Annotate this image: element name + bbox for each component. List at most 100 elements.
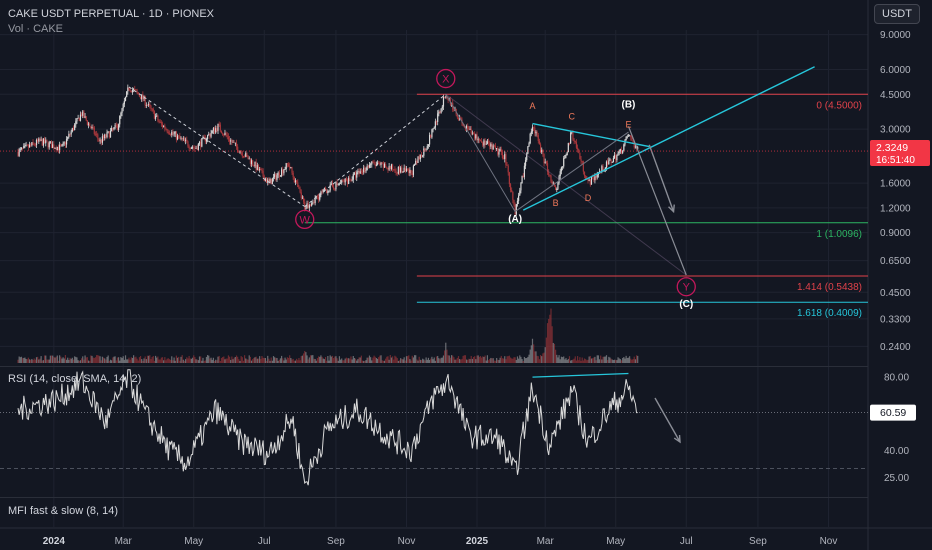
volume-bar <box>322 358 324 363</box>
candle-body <box>368 164 371 168</box>
candle-body <box>507 165 509 173</box>
volume-bar <box>50 355 53 363</box>
candle-body <box>227 136 230 140</box>
volume-bar <box>605 355 608 363</box>
candle-body <box>183 138 186 141</box>
candle-body <box>106 132 108 138</box>
volume-bar <box>515 359 517 363</box>
volume-bar <box>157 356 159 363</box>
volume-bar <box>233 357 235 363</box>
candle-body <box>526 153 528 161</box>
volume-bar <box>25 358 27 363</box>
volume-bar <box>446 349 448 363</box>
candle-body <box>298 187 300 189</box>
volume-bar <box>301 355 304 363</box>
candle-body <box>403 167 405 172</box>
volume-bar <box>299 360 301 363</box>
candle-body <box>195 147 197 149</box>
volume-bar <box>397 360 399 363</box>
volume-bar <box>129 359 131 363</box>
candle-body <box>557 182 559 189</box>
volume-bar <box>631 359 633 363</box>
currency-button[interactable]: USDT <box>874 4 920 24</box>
candle-body <box>260 169 262 171</box>
pane-separator-rsi[interactable] <box>0 366 868 367</box>
volume-bar <box>268 358 270 363</box>
candle-body <box>352 174 354 180</box>
volume-bar <box>224 359 226 363</box>
volume-bar <box>166 358 168 363</box>
volume-bar <box>380 355 382 363</box>
volume-bar <box>513 357 515 363</box>
volume-bar <box>516 356 519 363</box>
candle-body <box>193 147 195 149</box>
volume-bar <box>535 351 537 363</box>
candle-body <box>428 135 431 145</box>
candle-body <box>249 158 251 164</box>
volume-bar <box>277 360 279 363</box>
candle-body <box>356 172 358 178</box>
candle-body <box>410 170 412 174</box>
candle-body <box>370 164 372 166</box>
candle-body <box>536 131 538 136</box>
volume-bar <box>43 355 46 363</box>
candle-body <box>580 159 582 162</box>
price-tick-label: 1.2000 <box>880 203 911 214</box>
candle-body <box>509 184 512 191</box>
candle-body <box>323 188 325 190</box>
candle-body <box>514 204 516 215</box>
volume-bar <box>219 360 221 363</box>
candle-body <box>208 134 210 136</box>
candle-body <box>19 148 21 150</box>
volume-bar <box>455 359 457 363</box>
candle-body <box>201 138 203 147</box>
volume-bar <box>521 359 523 363</box>
volume-bar <box>198 356 201 363</box>
volume-bar <box>489 358 491 363</box>
volume-bar <box>624 358 626 363</box>
candle-body <box>349 177 351 180</box>
candle-body <box>213 128 216 133</box>
candle-body <box>179 136 181 139</box>
candle-body <box>306 203 308 209</box>
volume-bar <box>607 360 609 363</box>
candle-body <box>235 142 238 147</box>
volume-bar <box>462 355 464 363</box>
candle-body <box>401 167 403 173</box>
candle-body <box>75 121 77 125</box>
candle-body <box>308 205 310 208</box>
candle-body <box>313 202 315 204</box>
volume-bar <box>526 357 528 363</box>
candle-body <box>605 161 608 168</box>
triangle-upper-line <box>532 122 650 148</box>
volume-bar <box>62 357 64 363</box>
volume-bar <box>207 355 209 363</box>
volume-bar <box>33 358 35 363</box>
candle-body <box>520 183 522 191</box>
pane-separator-mfi[interactable] <box>0 497 868 498</box>
volume-bar <box>348 358 350 363</box>
volume-bar <box>30 359 32 363</box>
volume-bar <box>305 352 307 363</box>
volume-bar <box>470 355 472 363</box>
volume-bar <box>143 358 145 363</box>
candle-body <box>544 161 546 164</box>
candle-body <box>560 167 562 172</box>
volume-bar <box>608 356 610 363</box>
candle-body <box>328 190 330 192</box>
candle-body <box>27 144 30 148</box>
volume-bar <box>208 355 210 363</box>
candle-body <box>626 136 628 138</box>
volume-bar <box>257 358 260 363</box>
volume-bar <box>444 350 446 363</box>
candle-body <box>178 135 180 137</box>
volume-bar <box>506 356 508 363</box>
candle-body <box>376 162 379 165</box>
volume-bar <box>441 357 443 363</box>
volume-bar <box>520 356 522 363</box>
candle-body <box>324 188 327 191</box>
fib-level-label: 1.414 (0.5438) <box>797 282 862 293</box>
volume-bar <box>168 359 171 363</box>
candle-body <box>86 120 88 125</box>
